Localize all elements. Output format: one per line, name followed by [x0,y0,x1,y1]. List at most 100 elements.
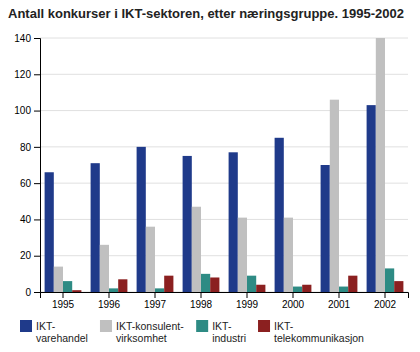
y-tick: 140 [14,33,40,44]
bar [63,281,72,292]
legend-swatch [100,320,112,332]
bar [201,274,210,292]
x-axis: 1995 1996 1997 1998 1999 2000 2001 2002 [41,292,409,310]
y-tick-label: 40 [20,214,32,225]
legend-item: IKT-telekommunikasjon [258,320,364,344]
x-tick: 1998 [190,292,213,310]
x-tick-label: 1999 [236,299,259,310]
bar [247,276,256,292]
x-tick: 1999 [236,292,259,310]
x-tick: 2001 [328,292,351,310]
bar [339,287,348,292]
series [72,276,403,292]
y-tick-mark [34,219,40,220]
y-tick-mark [34,111,40,112]
y-axis: 0 20 40 60 80 100 120 140 [14,33,40,298]
bar [229,152,238,292]
legend-item: IKT-konsulent-virksomhet [100,320,184,344]
x-tick-label: 1996 [98,299,121,310]
title: Antall konkurser i IKT-sektoren, etter n… [8,6,404,21]
y-tick: 120 [14,69,40,80]
bar [238,218,247,292]
grid [40,38,408,292]
x-tick: 2002 [374,292,397,310]
series [45,105,376,292]
y-tick-label: 20 [20,250,32,261]
x-tick-label: 1995 [52,299,75,310]
y-tick-mark [34,183,40,184]
bar [348,276,357,292]
y-tick: 40 [20,214,40,225]
grid-line [40,110,408,111]
bar [91,163,100,292]
x-tick-mark [201,292,202,298]
grid-line [40,38,408,39]
bar [137,147,146,292]
x-tick-mark [293,292,294,298]
y-tick-label: 100 [14,105,31,116]
y-tick-mark [34,292,40,293]
bar [192,207,201,292]
bar [256,285,265,292]
bar [183,156,192,292]
x-axis-line [41,293,409,299]
legend: IKT-varehandel IKT-konsulent-virksomhet IK… [20,320,364,344]
x-tick-mark [247,292,248,298]
bar [385,268,394,292]
bar [394,281,403,292]
bar [376,38,385,292]
x-tick: 1997 [144,292,167,310]
x-tick-label: 1998 [190,299,213,310]
y-tick: 100 [14,105,40,116]
series [63,268,394,292]
chart: Antall konkurser i IKT-sektoren, etter n… [0,0,420,352]
bar [330,100,339,292]
y-tick-label: 140 [14,33,31,44]
bar [118,279,127,292]
y-tick-label: 0 [25,287,31,298]
bar [155,288,164,292]
y-tick-mark [34,74,40,75]
x-tick-label: 2000 [282,299,305,310]
x-tick-mark [155,292,156,298]
legend-item: IKT-industri [196,320,246,344]
legend-label: IKT-industri [212,320,246,344]
legend-label: IKT-varehandel [36,320,88,344]
legend-label: IKT-telekommunikasjon [274,320,364,344]
legend-swatch [258,320,270,332]
bar [164,276,173,292]
bar [45,172,54,292]
y-tick-label: 120 [14,69,31,80]
plot: 0 20 40 60 80 100 120 140 1995 1996 1997 1998 1999 20… [14,33,408,310]
x-tick: 2000 [282,292,305,310]
y-tick: 0 [25,287,40,298]
y-tick-label: 80 [20,142,32,153]
bar [321,165,330,292]
bar [100,245,109,292]
y-axis-line [34,39,41,293]
legend-swatch [196,320,208,332]
series [54,38,385,292]
y-tick-label: 60 [20,178,32,189]
y-tick-mark [34,147,40,148]
y-tick: 80 [20,142,40,153]
legend-label: IKT-konsulent-virksomhet [116,320,184,344]
y-tick-mark [34,256,40,257]
y-tick: 20 [20,250,40,261]
bar [210,277,219,292]
bar [72,290,81,292]
x-tick-label: 1997 [144,299,167,310]
x-tick-label: 2002 [374,299,397,310]
bar [284,218,293,292]
x-tick-mark [339,292,340,298]
x-tick: 1996 [98,292,121,310]
bar [146,227,155,292]
grid-line [40,74,408,75]
x-tick-mark [385,292,386,298]
x-tick-mark [109,292,110,298]
y-tick-mark [34,38,40,39]
bar [293,287,302,292]
x-tick: 1995 [52,292,75,310]
bars [45,38,404,292]
y-tick: 60 [20,178,40,189]
